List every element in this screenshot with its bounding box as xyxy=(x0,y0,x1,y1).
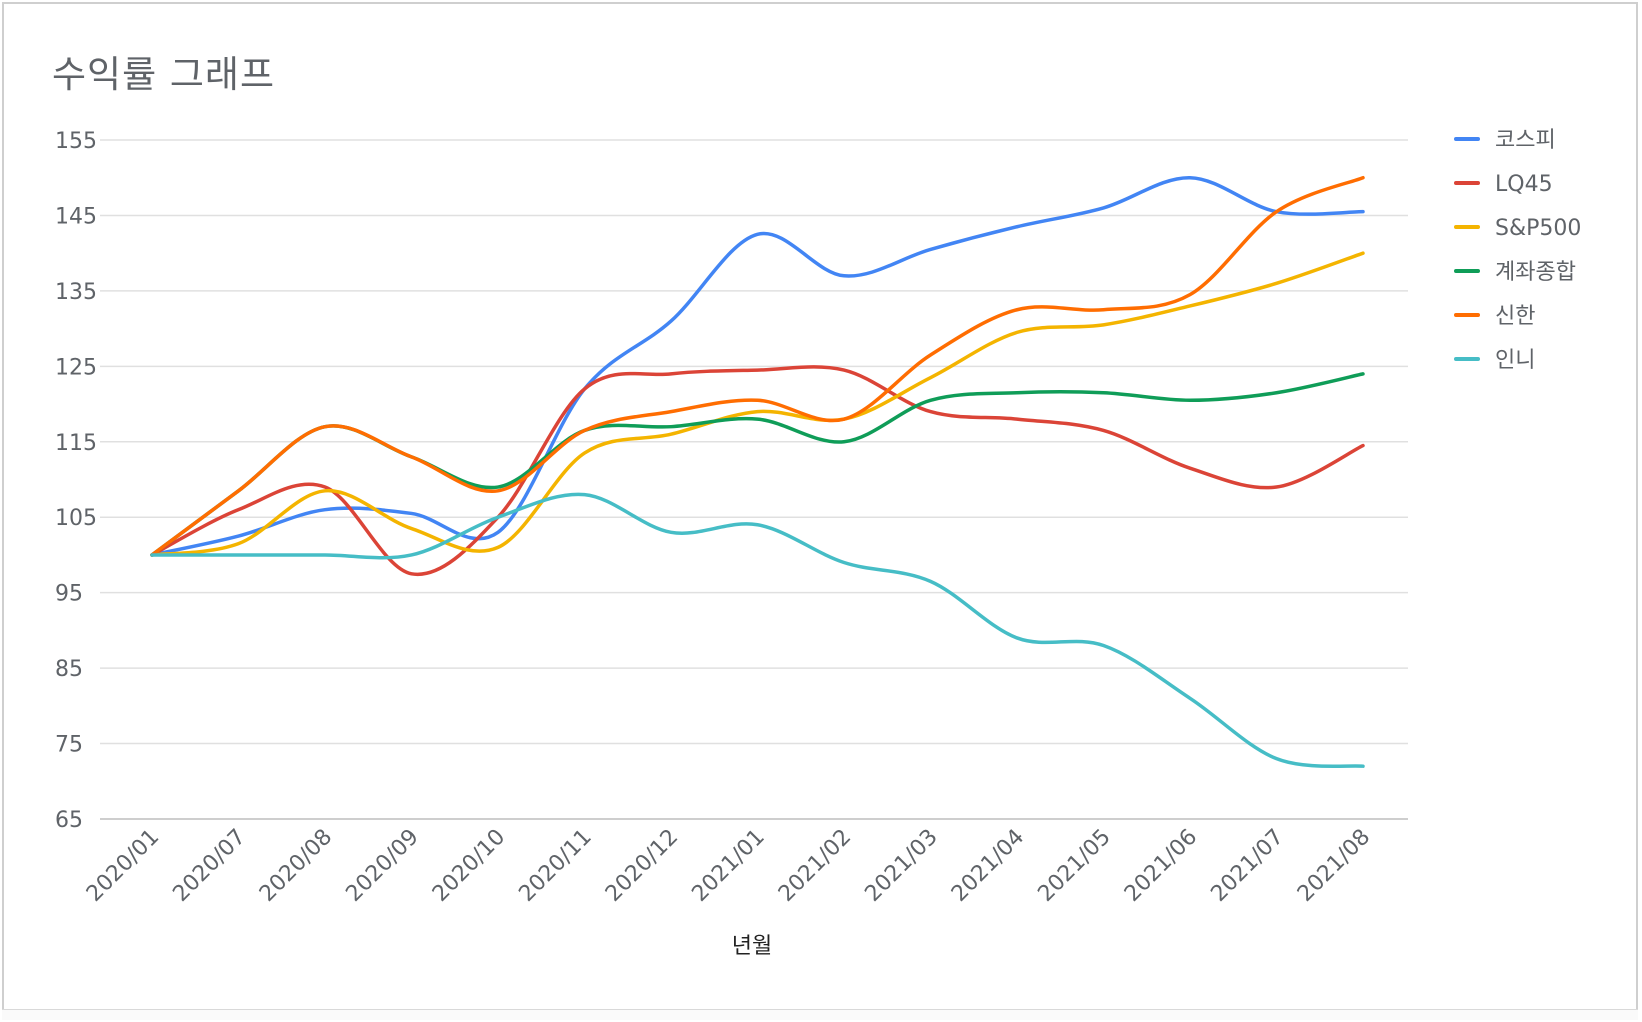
y-tick-label: 155 xyxy=(55,129,97,154)
series-line xyxy=(150,492,1365,768)
x-tick-label: 2021/04 xyxy=(947,825,1029,907)
x-axis-title: 년월 xyxy=(732,934,772,959)
y-axis-labels: 65 75 85 95 105 115 125 135 145 155 xyxy=(55,129,97,833)
series-lines xyxy=(150,175,1365,768)
y-tick-label: 115 xyxy=(55,431,97,456)
y-tick-label: 95 xyxy=(55,582,83,607)
y-tick-label: 105 xyxy=(55,506,97,531)
y-tick-label: 145 xyxy=(55,204,97,229)
x-tick-label: 2021/07 xyxy=(1206,825,1288,907)
x-tick-label: 2021/06 xyxy=(1120,825,1202,907)
legend-label: 신한 xyxy=(1495,304,1535,329)
series-line xyxy=(150,251,1365,557)
gridlines xyxy=(100,139,1408,820)
x-tick-label: 2020/10 xyxy=(428,825,510,907)
sheet-grid-strip xyxy=(2,1009,1638,1020)
legend-label: 계좌종합 xyxy=(1495,260,1576,285)
y-tick-label: 135 xyxy=(55,280,97,305)
series-line xyxy=(150,365,1365,577)
x-tick-label: 2021/05 xyxy=(1033,825,1115,907)
x-tick-label: 2021/03 xyxy=(860,825,942,907)
y-tick-label: 65 xyxy=(55,808,83,833)
series-line xyxy=(150,175,1365,557)
x-tick-label: 2020/12 xyxy=(601,825,683,907)
x-tick-label: 2021/02 xyxy=(774,825,856,907)
x-tick-label: 2020/08 xyxy=(255,825,337,907)
legend-label: S&P500 xyxy=(1495,216,1581,241)
x-tick-label: 2020/11 xyxy=(514,825,596,907)
legend-label: LQ45 xyxy=(1495,172,1553,197)
y-tick-label: 85 xyxy=(55,657,83,682)
legend-label: 인니 xyxy=(1495,348,1535,373)
x-axis-labels: 2020/01 2020/07 2020/08 2020/09 2020/10 2020/… xyxy=(82,825,1375,907)
x-tick-label: 2021/08 xyxy=(1293,825,1375,907)
x-tick-label: 2020/09 xyxy=(341,825,423,907)
series-line xyxy=(150,175,1365,557)
chart-title: 수익률 그래프 xyxy=(52,53,276,96)
x-tick-label: 2020/07 xyxy=(168,825,250,907)
x-tick-label: 2021/01 xyxy=(687,825,769,907)
y-tick-label: 75 xyxy=(55,733,83,758)
legend-label: 코스피 xyxy=(1495,128,1556,153)
x-tick-label: 2020/01 xyxy=(82,825,164,907)
y-tick-label: 125 xyxy=(55,355,97,380)
